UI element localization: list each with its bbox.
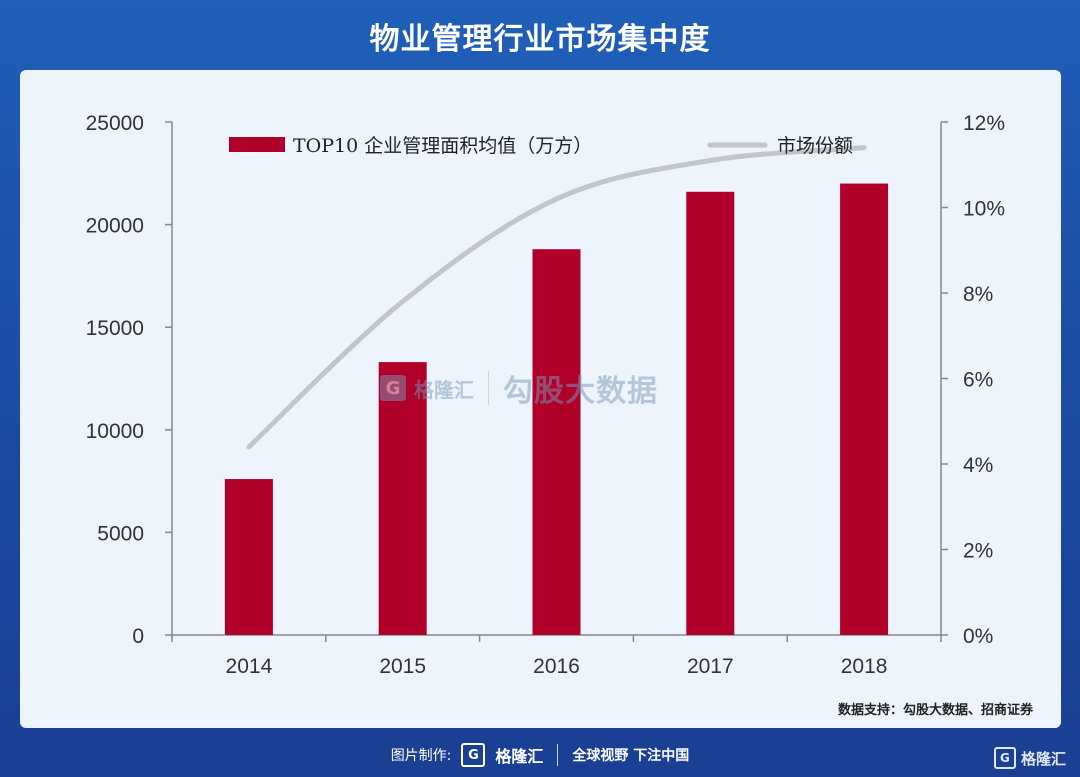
left-tick-label: 15000: [86, 317, 144, 340]
x-tick-label: 2016: [533, 655, 580, 678]
bar-2015: [378, 362, 427, 635]
footer-logo-icon: G: [461, 743, 486, 767]
footer-prefix: 图片制作:: [390, 748, 452, 764]
right-tick-label: 8%: [963, 283, 993, 306]
chart-title: 物业管理行业市场集中度: [369, 22, 711, 57]
left-tick-label: 10000: [86, 420, 144, 443]
x-tick-label: 2018: [841, 655, 888, 678]
bar-2018: [840, 183, 889, 635]
legend: TOP10 企业管理面积均值（万方） 市场份额: [229, 135, 853, 157]
right-tick-label: 0%: [963, 625, 993, 648]
right-tick-label: 4%: [963, 454, 993, 477]
left-tick-label: 25000: [86, 112, 144, 135]
footer-slogan: 全球视野 下注中国: [572, 748, 690, 764]
x-tick-label: 2015: [379, 655, 426, 678]
chart-svg: 0 5000 10000 15000 20000 25000 0% 2% 4% 6% 8% 10% 12…: [86, 112, 1005, 678]
left-tick-label: 20000: [86, 215, 144, 238]
chart-panel: 0 5000 10000 15000 20000 25000 0% 2% 4% 6% 8% 10% 12…: [20, 70, 1061, 728]
legend-line-label: 市场份额: [777, 135, 853, 157]
x-tick-label: 2014: [226, 655, 273, 678]
left-tick-label: 5000: [97, 522, 144, 545]
legend-bar-label: TOP10 企业管理面积均值（万方）: [293, 135, 592, 157]
legend-bar-swatch: [229, 137, 285, 152]
corner-brand-text: 格隆汇: [1020, 749, 1066, 768]
x-tick-label: 2017: [687, 655, 734, 678]
right-tick-label: 10%: [963, 198, 1005, 221]
bar-2014: [224, 479, 273, 635]
data-source: 数据支持：勾股大数据、招商证券: [837, 703, 1033, 718]
footer: 图片制作: G 格隆汇 全球视野 下注中国: [0, 738, 1080, 772]
corner-brand: G 格隆汇: [993, 747, 1066, 769]
right-tick-label: 2%: [963, 540, 993, 563]
left-tick-label: 0: [132, 625, 144, 648]
bar-2016: [532, 249, 581, 635]
right-tick-label: 12%: [963, 112, 1005, 135]
bar-2017: [686, 191, 735, 635]
footer-brand: 格隆汇: [495, 747, 544, 766]
right-tick-label: 6%: [963, 369, 993, 392]
market-share-line: [246, 145, 867, 450]
footer-divider: [557, 744, 559, 766]
corner-logo-icon: G: [993, 747, 1016, 769]
